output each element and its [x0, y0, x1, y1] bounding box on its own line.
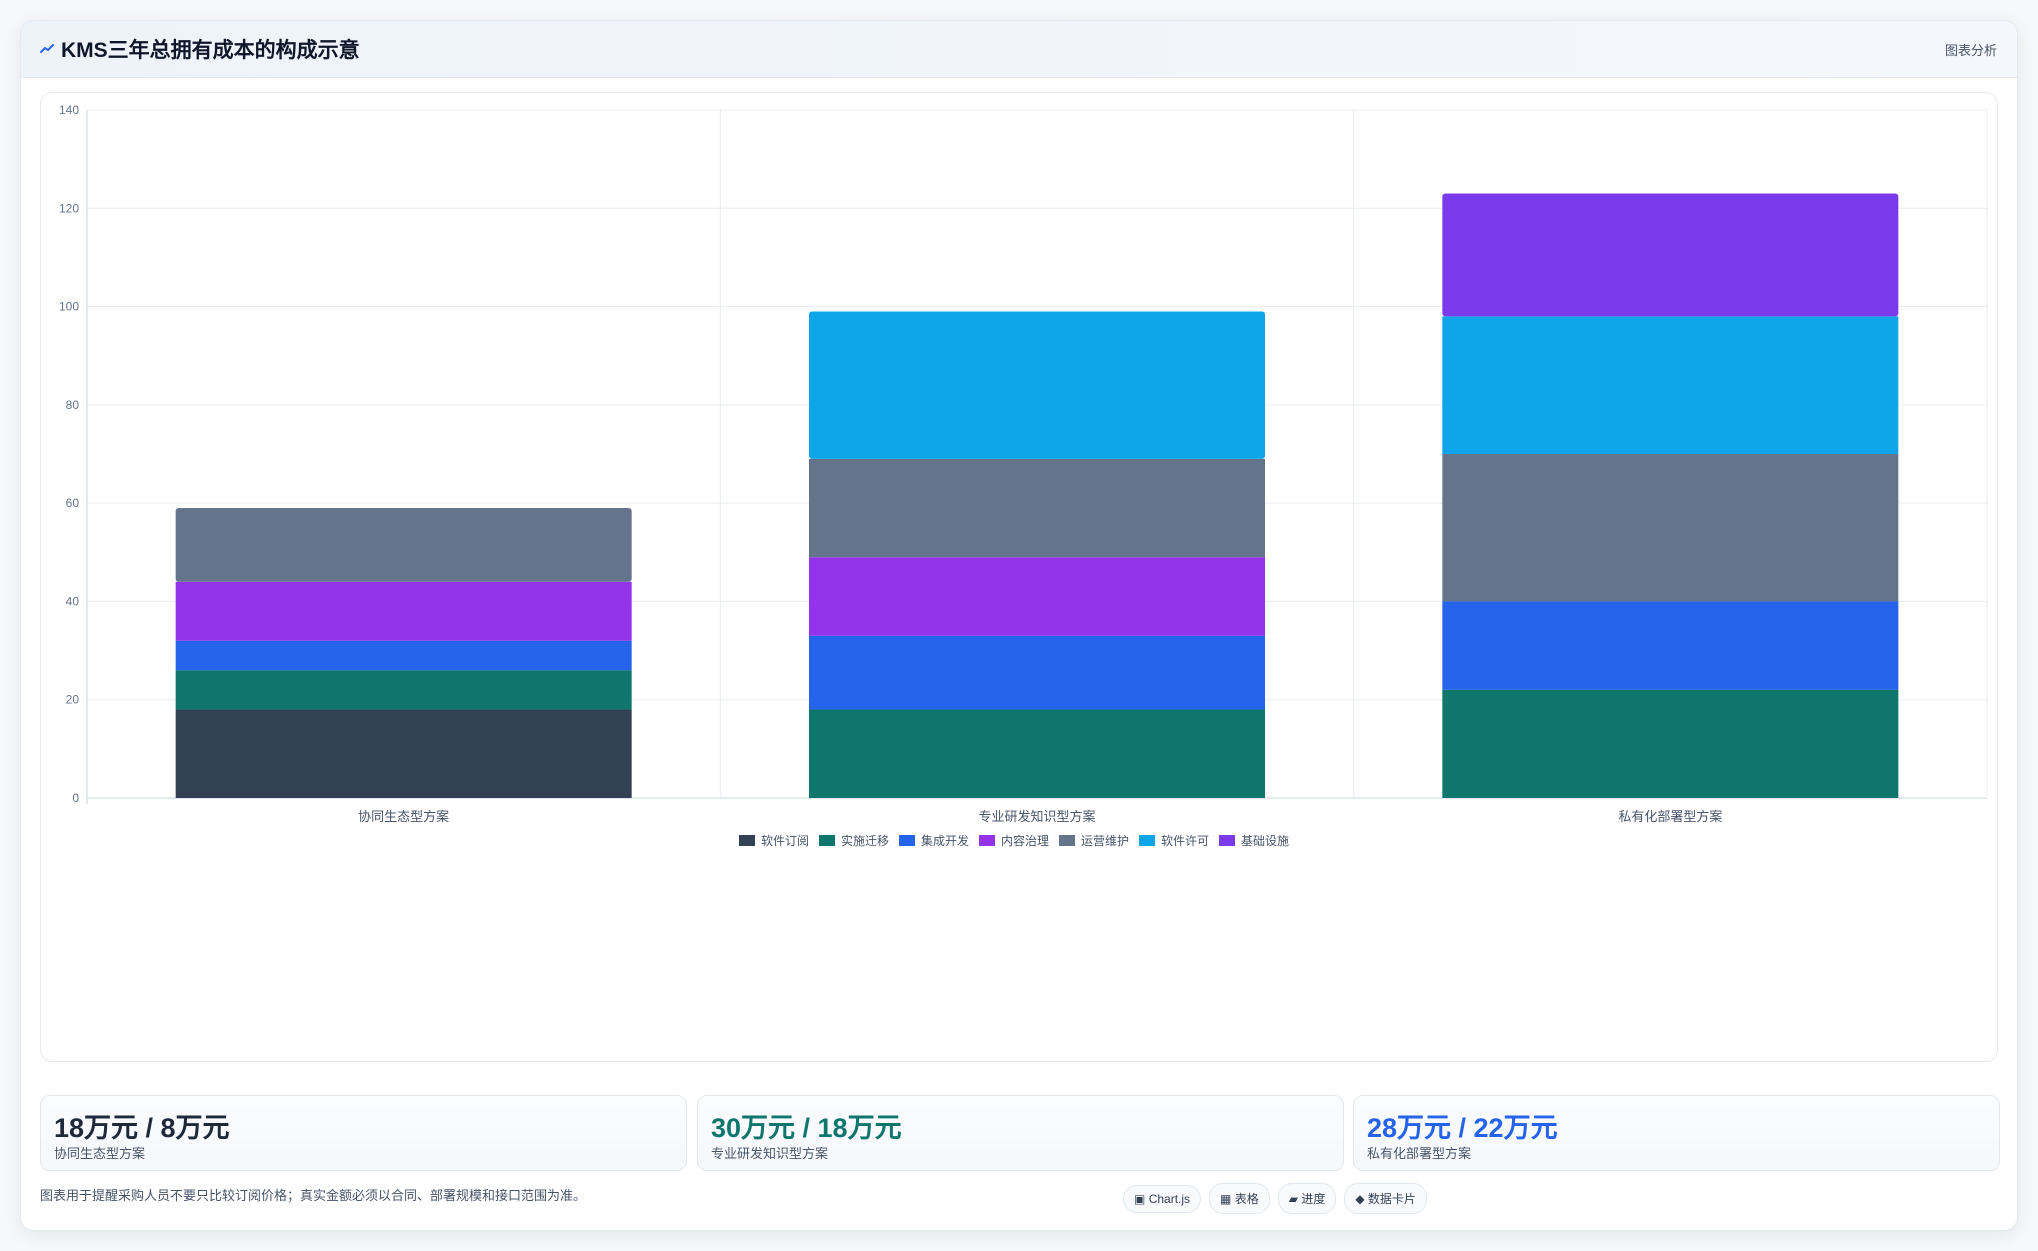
bar-segment: [175, 709, 632, 798]
legend-swatch: [739, 835, 755, 846]
legend-label: 软件订阅: [761, 834, 809, 848]
kpi-value: 28万元 / 22万元: [1367, 1113, 1558, 1143]
kpi-row: 18万元 / 8万元 协同生态型方案 30万元 / 18万元 专业研发知识型方案…: [40, 1095, 2000, 1171]
progress-icon: ▰: [1288, 1192, 1298, 1206]
y-tick-label: 80: [66, 398, 80, 412]
x-tick-label: 专业研发知识型方案: [978, 809, 1095, 824]
y-tick-label: 60: [66, 496, 80, 510]
legend-swatch: [899, 835, 915, 846]
legend-item: 内容治理: [979, 833, 1049, 848]
kpi-card: 18万元 / 8万元 协同生态型方案: [40, 1095, 687, 1171]
kpi-card: 28万元 / 22万元 私有化部署型方案: [1353, 1095, 2000, 1171]
bar-segment: [175, 640, 632, 671]
bar-segment: [1442, 316, 1899, 454]
chip-progress[interactable]: ▰ 进度: [1277, 1183, 1337, 1214]
kpi-value: 30万元 / 18万元: [711, 1113, 902, 1143]
bar-segment: [175, 581, 632, 641]
y-tick-label: 100: [59, 300, 79, 314]
card-header: KMS三年总拥有成本的构成示意 图表分析: [21, 21, 2017, 78]
bar-segment: [1442, 454, 1899, 602]
y-tick-label: 0: [72, 791, 79, 805]
bar-segment: [1442, 601, 1899, 690]
legend-item: 集成开发: [899, 833, 969, 848]
chip-row: ▣ Chart.js ▦ 表格 ▰ 进度 ◆ 数据卡片: [1123, 1183, 1435, 1214]
kpi-label: 专业研发知识型方案: [711, 1146, 829, 1161]
x-tick-label: 私有化部署型方案: [1618, 809, 1722, 824]
y-tick-label: 40: [66, 594, 80, 608]
bar-segment: [175, 670, 632, 710]
bar-segment: [809, 557, 1265, 636]
chart-icon: ▣: [1134, 1192, 1146, 1206]
x-tick-label: 协同生态型方案: [358, 809, 449, 824]
legend-item: 软件许可: [1139, 834, 1209, 848]
chart-area: 0 20 40 60 80 100 120 140 协同生态型方案 专业研发知识型方案 私有化部署型…: [40, 92, 1998, 1062]
legend-swatch: [1059, 835, 1075, 846]
kpi-label: 协同生态型方案: [54, 1146, 146, 1161]
footnote: 图表用于提醒采购人员不要只比较订阅价格；真实金额必须以合同、部署规模和接口范围为…: [40, 1188, 587, 1203]
chip-label: 数据卡片: [1367, 1192, 1416, 1206]
kpi-label: 私有化部署型方案: [1367, 1146, 1472, 1161]
legend-label: 集成开发: [921, 833, 969, 848]
bar-segment: [809, 635, 1265, 710]
chip-label: Chart.js: [1148, 1192, 1191, 1206]
bar-segment: [809, 458, 1265, 558]
bar-segment: [175, 508, 632, 582]
legend-label: 内容治理: [1001, 833, 1049, 848]
y-tick-label: 20: [66, 693, 80, 707]
bar-segment: [809, 311, 1265, 459]
chip-label: 表格: [1234, 1192, 1259, 1206]
legend-swatch: [979, 835, 995, 846]
legend-item: 软件订阅: [739, 834, 809, 848]
header-tag: 图表分析: [1944, 43, 1997, 58]
chip-data-card[interactable]: ◆ 数据卡片: [1344, 1183, 1427, 1214]
chip-chartjs[interactable]: ▣ Chart.js: [1123, 1185, 1202, 1213]
y-tick-label: 140: [59, 103, 79, 117]
legend-swatch: [1219, 835, 1235, 846]
kpi-card: 30万元 / 18万元 专业研发知识型方案: [697, 1095, 1344, 1171]
trend-icon: [40, 44, 54, 53]
legend-item: 实施迁移: [819, 833, 889, 848]
y-tick-label: 120: [59, 201, 79, 215]
diamond-icon: ◆: [1355, 1192, 1365, 1206]
legend-item: 运营维护: [1059, 834, 1129, 848]
legend-swatch: [819, 835, 835, 846]
page-title: KMS三年总拥有成本的构成示意: [61, 39, 360, 62]
chart-card: KMS三年总拥有成本的构成示意 图表分析 0 20 40 60 80 100 120 140 协…: [20, 20, 2018, 1231]
kpi-value: 18万元 / 8万元: [54, 1113, 230, 1143]
legend-item: 基础设施: [1219, 834, 1289, 848]
legend-swatch: [1139, 835, 1155, 846]
bar-segment: [1442, 193, 1899, 317]
stacked-bar-chart: 0 20 40 60 80 100 120 140 协同生态型方案 专业研发知识型方案 私有化部署型…: [59, 103, 1988, 848]
chip-label: 进度: [1301, 1192, 1326, 1206]
legend-label: 基础设施: [1241, 834, 1289, 848]
legend-label: 运营维护: [1081, 834, 1129, 848]
legend-label: 软件许可: [1161, 834, 1209, 848]
chip-table[interactable]: ▦ 表格: [1209, 1183, 1270, 1214]
bar-segment: [809, 709, 1265, 798]
table-icon: ▦: [1220, 1192, 1232, 1206]
bar-segment: [1442, 689, 1899, 798]
legend-label: 实施迁移: [841, 833, 889, 848]
